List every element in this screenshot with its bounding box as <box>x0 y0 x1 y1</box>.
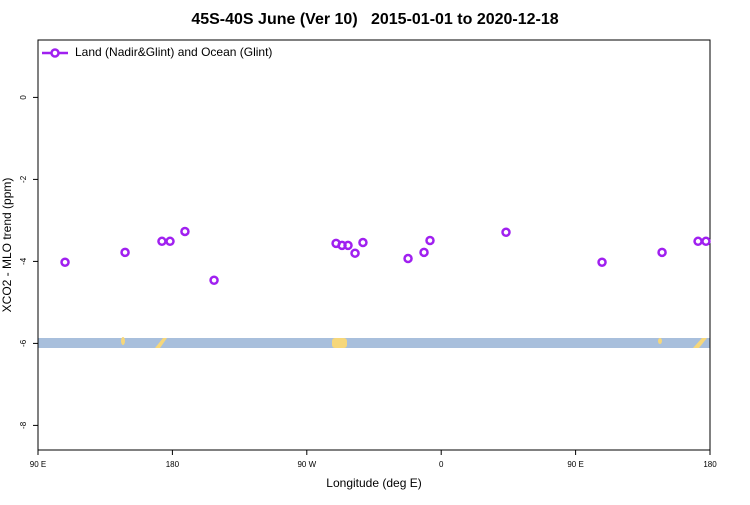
point <box>657 247 667 258</box>
point <box>343 240 353 251</box>
map-strip <box>38 337 710 348</box>
point <box>693 236 703 247</box>
point <box>501 227 511 238</box>
x-tick-label: 0 <box>439 460 444 469</box>
point <box>701 236 711 247</box>
y-tick-label: -6 <box>19 339 28 347</box>
point <box>403 253 413 264</box>
plot-frame <box>37 39 711 451</box>
point <box>350 248 360 258</box>
x-tick-label: 90 W <box>297 460 316 469</box>
point <box>358 237 368 248</box>
point <box>419 247 429 258</box>
legend-marker <box>50 48 60 58</box>
y-tick-label: -2 <box>19 175 28 183</box>
chart-title: 45S-40S June (Ver 10) 2015-01-01 to 2020… <box>191 11 558 28</box>
legend-label: Land (Nadir&Glint) and Ocean (Glint) <box>75 45 272 59</box>
y-tick-label: -8 <box>19 421 28 429</box>
point <box>180 226 190 237</box>
point <box>60 257 70 267</box>
point <box>209 275 219 286</box>
x-tick-label: 90 E <box>30 460 46 469</box>
x-tick-label: 180 <box>166 460 180 469</box>
point <box>165 236 175 247</box>
point <box>120 247 130 258</box>
point <box>157 236 167 247</box>
point <box>425 235 435 246</box>
point <box>597 257 607 267</box>
x-tick-label: 90 E <box>567 460 583 469</box>
x-tick-label: 180 <box>703 460 717 469</box>
y-tick-label: -4 <box>19 257 28 265</box>
x-axis-label: Longitude (deg E) <box>326 476 421 490</box>
y-tick-label: 0 <box>19 95 28 100</box>
y-axis-label: XCO2 - MLO trend (ppm) <box>0 178 14 313</box>
